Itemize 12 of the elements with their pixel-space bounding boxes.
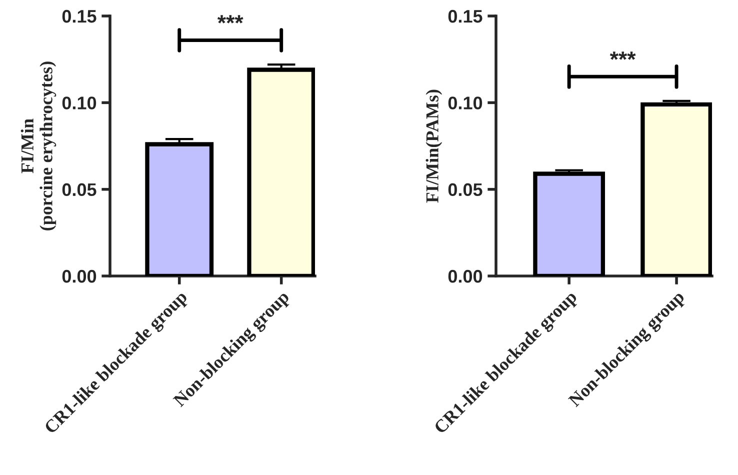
annotation: *** (610, 52, 636, 60)
y-tick-label: 0.10 (62, 96, 96, 110)
y-tick-label: 0.15 (62, 10, 96, 23)
y-tick-label: 0.00 (62, 270, 96, 283)
y-tick-label: 0.05 (62, 183, 96, 196)
y-axis-title: FI/Min(PAMs) (426, 90, 442, 203)
y-tick-label: 0.00 (448, 270, 482, 283)
y-tick-label: 0.05 (448, 183, 482, 196)
y-tick-label: 0.10 (448, 96, 482, 110)
annotation: *** (217, 15, 244, 24)
y-axis-title: FI/Min (porcine erythrocytes) (20, 62, 56, 230)
y-tick-label: 0.15 (448, 10, 482, 23)
